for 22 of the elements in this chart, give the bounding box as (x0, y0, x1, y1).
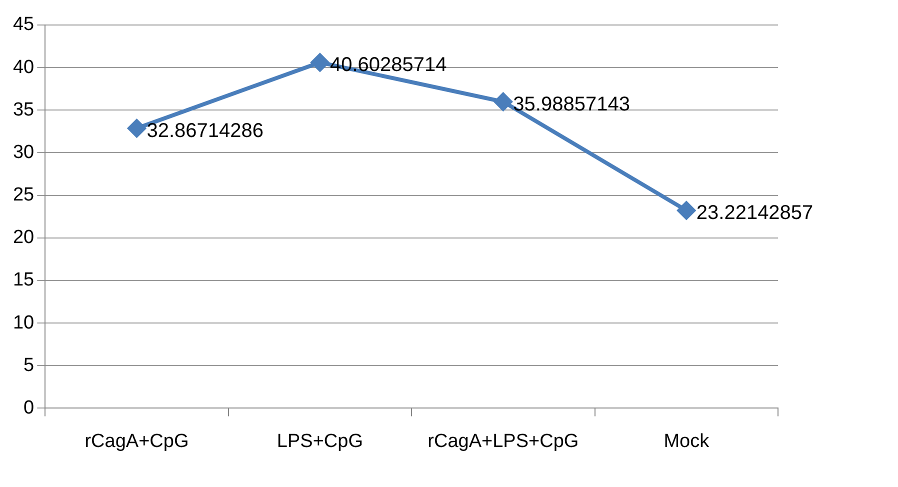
y-tick-label: 20 (12, 227, 34, 248)
y-tick-label: 35 (12, 99, 34, 120)
data-label: 40.60285714 (330, 54, 447, 76)
y-tick-label: 40 (12, 56, 34, 78)
point (494, 92, 512, 111)
point (310, 53, 329, 72)
x-tick-label: Mock (664, 430, 710, 452)
x-tick-label: rCagA+LPS+CpG (428, 430, 579, 452)
point (128, 119, 146, 138)
y-tick-label: 25 (12, 184, 34, 206)
data-label: 32.86714286 (146, 120, 264, 142)
y-tick-label: 15 (12, 270, 34, 291)
x-tick-label: rCagA+CpG (84, 430, 189, 452)
data-label: 23.22142857 (696, 202, 814, 224)
y-tick-label: 5 (24, 354, 34, 376)
data-label: 35.98857143 (513, 93, 630, 116)
y-tick-label: 45 (12, 14, 34, 36)
y-tick-label: 10 (12, 312, 34, 334)
y-tick-label: 0 (24, 397, 34, 418)
x-tick-label: LPS+CpG (276, 430, 363, 452)
point (677, 201, 696, 220)
y-tick-label: 30 (12, 142, 34, 163)
